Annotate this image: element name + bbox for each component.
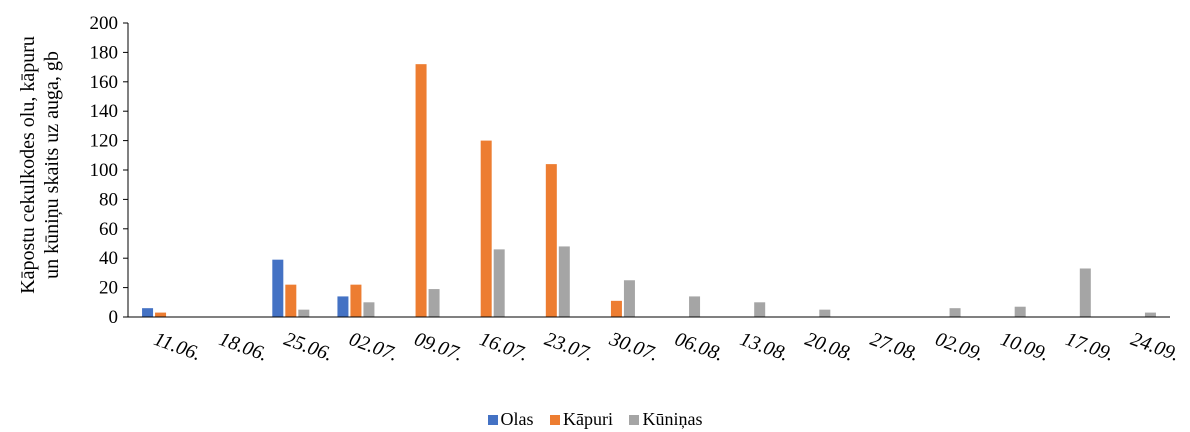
y-tick-label: 100 [90,160,119,181]
bar-olas-25-06 [272,259,284,317]
x-axis-labels: 11.06. 18.06. 25.06. 02.07. 09.07. 16.07. 23.0… [151,328,1182,366]
x-tick-label: 25.06. [281,328,336,366]
bar-kuninas-25-06 [298,309,310,317]
bar-kapuri-09-07 [415,64,427,317]
bar-olas-02-07 [337,296,349,317]
y-tick-label: 200 [90,13,119,34]
y-tick-label: 20 [99,278,118,299]
legend-item-kuninas: Kūniņas [629,408,702,430]
bar-kuninas-10-09 [1014,306,1026,317]
bar-kapuri-16-07 [480,140,492,317]
bar-kuninas-02-07 [363,302,375,317]
bar-kapuri-23-07 [545,164,557,317]
x-tick-label: 06.08. [672,328,727,366]
y-tick-label: 180 [90,42,119,63]
x-tick-label: 20.08. [802,328,857,366]
y-tick-label: 140 [90,101,119,122]
y-tick-label: 60 [99,219,118,240]
x-tick-label: 02.07. [346,328,401,366]
bar-kuninas-24-09 [1144,312,1156,317]
legend-swatch-olas [487,415,498,425]
bar-kuninas-06-08 [689,296,701,317]
bar-kuninas-16-07 [493,249,505,317]
y-tick-label: 0 [109,307,119,328]
y-axis-title-line-1: Kāpostu cekulkodes olu, kāpuru [17,36,39,294]
legend-label-kapuri: Kāpuri [563,409,613,429]
bar-kuninas-13-08 [754,302,766,317]
bar-kapuri-11-06 [155,312,167,317]
bar-kapuri-25-06 [285,284,297,317]
legend-swatch-kapuri [550,415,560,425]
bar-kapuri-02-07 [350,284,362,317]
bar-kuninas-20-08 [819,309,831,317]
x-tick-label: 24.09. [1128,328,1183,366]
y-tick-label: 40 [99,248,118,269]
legend: Olas Kāpuri Kūniņas [0,408,1190,430]
legend-swatch-kuninas [629,415,640,425]
bars [142,64,1156,317]
bar-kapuri-30-07 [610,300,622,317]
y-axis-title-line-2: un kūniņu skaits uz auga, gb [41,51,63,279]
y-axis-ticks: 0 20 40 60 80 100 120 140 160 180 200 [90,13,128,328]
x-tick-label: 13.08. [737,328,792,366]
x-tick-label: 02.09. [932,328,987,366]
x-tick-label: 18.06. [216,328,271,366]
x-tick-label: 23.07. [542,328,597,366]
bar-kuninas-02-09 [949,308,961,317]
x-tick-label: 27.08. [867,328,922,366]
legend-item-kapuri: Kāpuri [550,408,613,430]
x-tick-label: 11.06. [151,328,204,365]
bar-kuninas-30-07 [623,280,635,317]
x-tick-label: 17.09. [1063,328,1118,366]
legend-label-kuninas: Kūniņas [642,409,703,429]
bar-kuninas-09-07 [428,289,440,317]
x-tick-label: 16.07. [476,328,531,366]
bar-olas-11-06 [142,308,154,317]
bar-kuninas-17-09 [1079,268,1091,317]
y-tick-label: 160 [90,72,119,93]
legend-label-olas: Olas [500,409,534,429]
legend-item-olas: Olas [487,408,534,430]
y-tick-label: 80 [99,189,118,210]
bar-kuninas-23-07 [558,246,570,317]
y-tick-label: 120 [90,131,119,152]
x-tick-label: 10.09. [997,328,1052,366]
y-axis-title: Kāpostu cekulkodes olu, kāpuru un kūniņu… [8,0,72,330]
x-tick-label: 09.07. [411,328,466,366]
x-tick-label: 30.07. [606,328,661,366]
